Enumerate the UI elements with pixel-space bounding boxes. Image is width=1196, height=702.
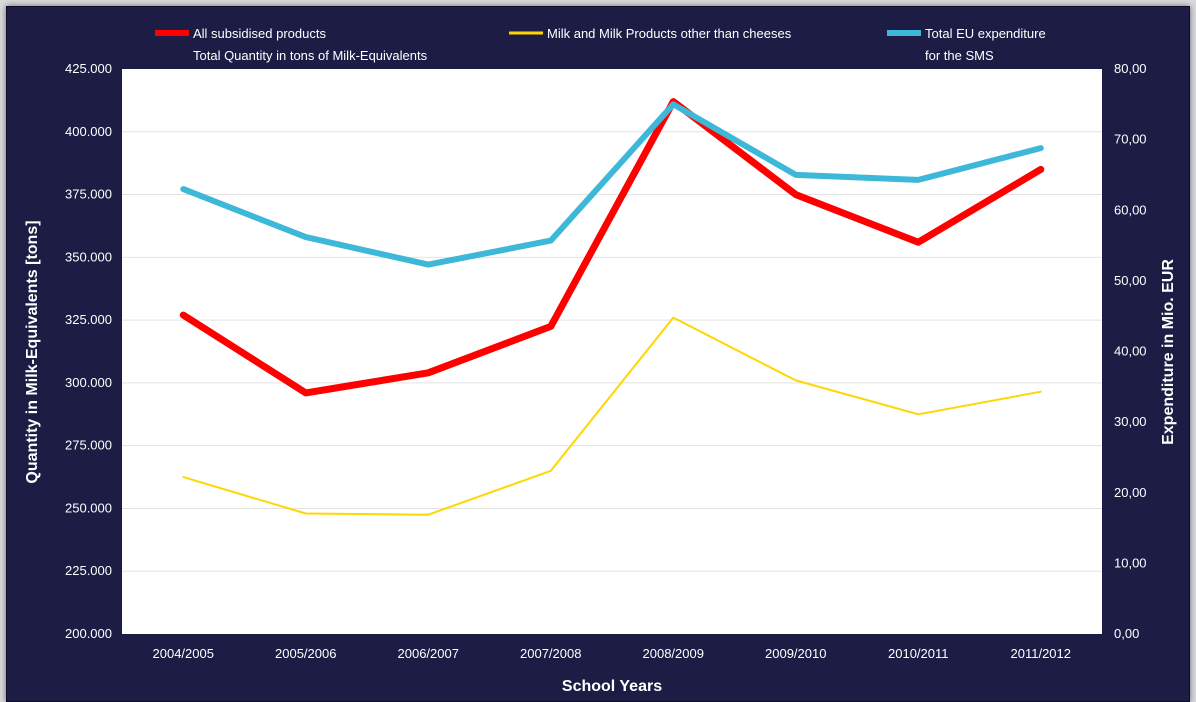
y2-tick-label: 50,00 — [1114, 273, 1147, 288]
legend-label: All subsidised products — [193, 26, 326, 41]
y2-axis-title: Expenditure in Mio. EUR — [1160, 259, 1177, 445]
x-tick-label: 2008/2009 — [643, 646, 704, 661]
y-tick-label: 350.000 — [65, 249, 112, 264]
y-tick-label: 425.000 — [65, 61, 112, 76]
x-tick-label: 2011/2012 — [1011, 646, 1072, 661]
y-tick-label: 325.000 — [65, 312, 112, 327]
legend-label: Total EU expenditure — [925, 26, 1046, 41]
legend: All subsidised products Total Quantity in… — [155, 26, 1046, 63]
x-tick-label: 2005/2006 — [275, 646, 336, 661]
plot-area — [122, 69, 1102, 634]
y-tick-label: 275.000 — [65, 438, 112, 453]
x-tick-label: 2010/2011 — [888, 646, 949, 661]
y2-tick-label: 60,00 — [1114, 202, 1147, 217]
y2-tick-label: 10,00 — [1114, 555, 1147, 570]
y-axis-title: Quantity in Milk-Equivalents [tons] — [24, 220, 41, 483]
y-tick-label: 300.000 — [65, 375, 112, 390]
x-tick-label: 2007/2008 — [520, 646, 581, 661]
y2-tick-label: 0,00 — [1114, 626, 1139, 641]
y2-tick-label: 30,00 — [1114, 414, 1147, 429]
left-axis-ticks: 200.000 225.000 250.000 275.000 300.000 325.0… — [65, 61, 112, 641]
x-tick-label: 2004/2005 — [153, 646, 214, 661]
y2-tick-label: 70,00 — [1114, 132, 1147, 147]
legend-label: Milk and Milk Products other than cheese… — [547, 26, 792, 41]
y-tick-label: 375.000 — [65, 187, 112, 202]
x-tick-label: 2009/2010 — [765, 646, 826, 661]
right-axis-ticks: 0,00 10,00 20,00 30,00 40,00 50,00 60,00 70,00 8… — [1114, 61, 1147, 641]
x-axis-title: School Years — [562, 678, 662, 695]
y2-tick-label: 80,00 — [1114, 61, 1147, 76]
legend-label-line2: for the SMS — [925, 48, 994, 63]
y-tick-label: 250.000 — [65, 500, 112, 515]
y2-tick-label: 40,00 — [1114, 344, 1147, 359]
y2-tick-label: 20,00 — [1114, 485, 1147, 500]
line-chart: 200.000 225.000 250.000 275.000 300.000 325.0… — [7, 7, 1189, 701]
legend-label-line2: Total Quantity in tons of Milk-Equivalen… — [193, 48, 428, 63]
x-tick-label: 2006/2007 — [398, 646, 459, 661]
x-axis-ticks: 2004/2005 2005/2006 2006/2007 2007/2008 2008… — [153, 646, 1071, 661]
y-tick-label: 225.000 — [65, 563, 112, 578]
y-tick-label: 400.000 — [65, 124, 112, 139]
chart-frame: 200.000 225.000 250.000 275.000 300.000 325.0… — [6, 6, 1190, 702]
y-tick-label: 200.000 — [65, 626, 112, 641]
